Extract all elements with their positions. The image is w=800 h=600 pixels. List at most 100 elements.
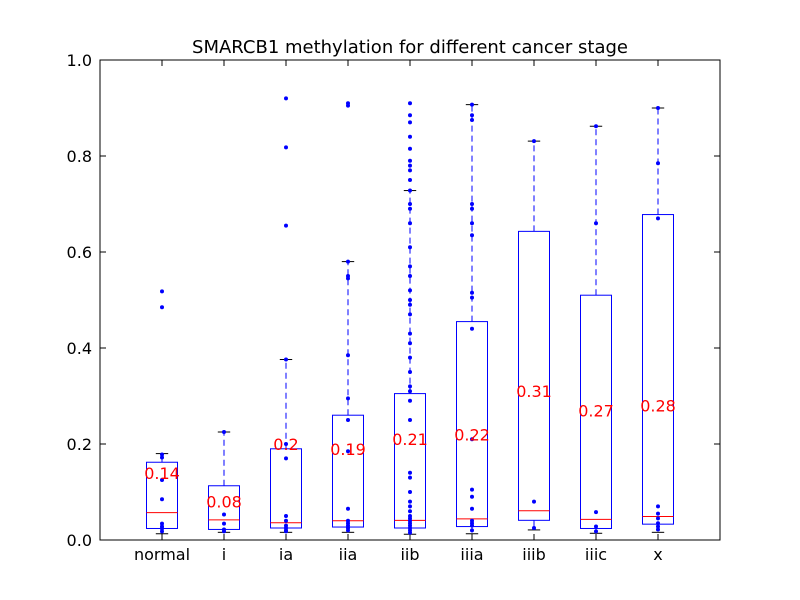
data-point: [408, 163, 412, 168]
data-point: [656, 161, 660, 166]
x-tick-label: i: [222, 545, 226, 564]
data-point: [470, 233, 474, 238]
data-point: [470, 494, 474, 499]
data-point: [346, 259, 350, 264]
y-tick-label: 0.2: [67, 435, 92, 454]
data-point: [470, 118, 474, 122]
data-point: [284, 96, 288, 101]
x-tick-label: iiic: [585, 545, 607, 564]
box: [518, 230, 550, 521]
data-point: [408, 178, 412, 182]
data-point: [160, 497, 164, 502]
data-point: [222, 529, 226, 534]
data-point: [160, 289, 164, 294]
data-point: [408, 312, 412, 317]
mean-label: 0.27: [578, 401, 614, 420]
data-point: [594, 524, 598, 529]
data-point: [408, 355, 412, 360]
data-point: [594, 510, 598, 515]
data-point: [408, 504, 412, 509]
data-point: [408, 288, 412, 293]
data-point: [470, 295, 474, 300]
x-tick-label: ia: [279, 545, 293, 564]
data-point: [532, 526, 536, 530]
y-tick-label: 0.0: [67, 531, 92, 550]
data-point: [408, 475, 412, 480]
data-point: [656, 511, 660, 516]
x-tick-label: normal: [134, 545, 190, 564]
data-point: [408, 298, 412, 302]
data-point: [408, 113, 412, 118]
data-point: [594, 124, 598, 129]
data-point: [594, 221, 598, 226]
data-point: [408, 509, 412, 514]
data-point: [408, 418, 412, 422]
data-point: [222, 430, 226, 434]
data-point: [160, 455, 164, 460]
mean-label: 0.31: [516, 382, 552, 401]
data-point: [160, 452, 164, 457]
data-point: [470, 528, 474, 533]
data-point: [408, 384, 412, 389]
data-point: [470, 437, 474, 442]
data-point: [594, 529, 598, 534]
data-point: [160, 521, 164, 526]
data-point: [470, 326, 474, 331]
data-point: [532, 499, 536, 504]
data-point: [656, 106, 660, 110]
data-point: [470, 523, 474, 528]
data-point: [470, 487, 474, 492]
data-point: [408, 101, 412, 106]
data-point: [408, 530, 412, 535]
data-point: [408, 490, 412, 494]
data-point: [222, 512, 226, 517]
data-point: [284, 456, 288, 461]
data-point: [408, 158, 412, 163]
data-point: [470, 206, 474, 211]
data-point: [408, 146, 412, 151]
data-point: [656, 527, 660, 532]
data-point: [408, 470, 412, 475]
data-point: [408, 370, 412, 374]
data-point: [160, 478, 164, 482]
chart-title: SMARCB1 methylation for different cancer…: [192, 37, 628, 58]
data-point: [284, 442, 288, 446]
data-point: [346, 449, 350, 454]
data-point: [470, 113, 474, 118]
y-tick-label: 0.6: [67, 243, 92, 262]
x-tick-label: iiia: [460, 545, 483, 564]
data-point: [408, 202, 412, 206]
data-point: [408, 206, 412, 211]
data-point: [346, 528, 350, 533]
mean-label: 0.22: [454, 425, 490, 444]
x-tick-label: iiib: [522, 545, 546, 564]
x-tick-label: iia: [339, 545, 358, 564]
mean-label: 0.2: [273, 435, 298, 454]
data-point: [222, 521, 226, 526]
mean-label: 0.14: [144, 464, 180, 483]
mean-label: 0.28: [640, 397, 676, 416]
data-point: [408, 274, 412, 278]
data-point: [656, 504, 660, 509]
data-point: [470, 221, 474, 226]
data-point: [408, 389, 412, 394]
mean-label: 0.21: [392, 430, 428, 449]
data-point: [284, 223, 288, 228]
data-point: [160, 305, 164, 310]
data-point: [656, 216, 660, 221]
data-point: [346, 276, 350, 281]
data-point: [346, 418, 350, 422]
data-point: [656, 521, 660, 526]
data-point: [408, 120, 412, 125]
data-point: [408, 168, 412, 173]
data-point: [470, 290, 474, 295]
data-point: [532, 139, 536, 144]
data-point: [408, 341, 412, 346]
data-point: [284, 514, 288, 518]
data-point: [408, 499, 412, 504]
data-point: [346, 103, 350, 108]
x-tick-label: x: [653, 545, 662, 564]
data-point: [284, 529, 288, 534]
